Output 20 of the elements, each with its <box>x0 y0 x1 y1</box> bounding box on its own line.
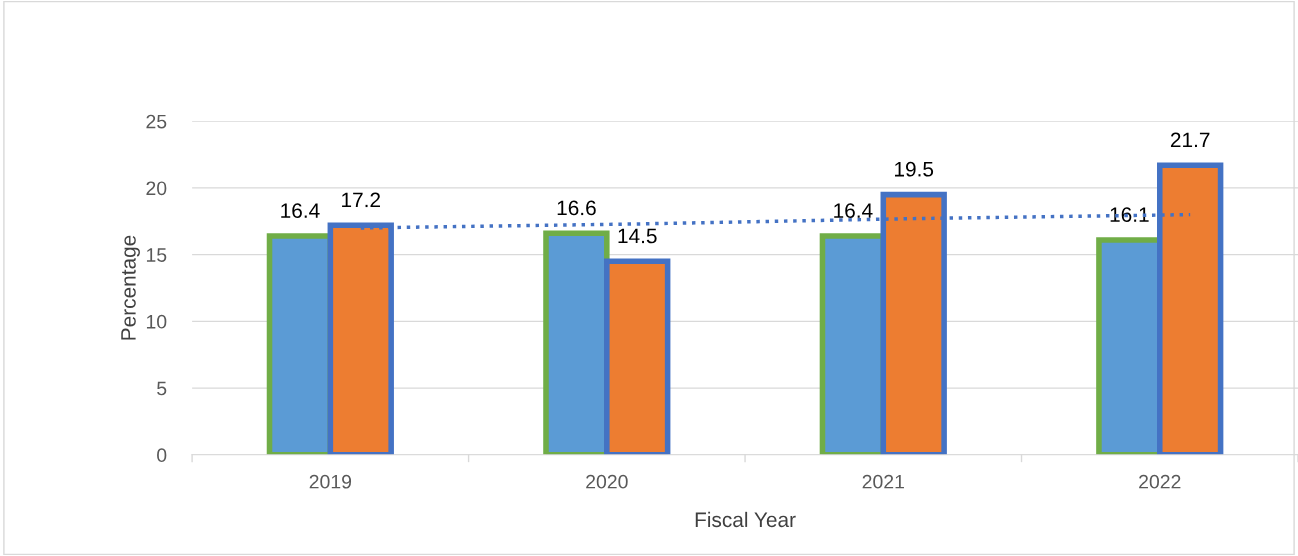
y-tick-label: 20 <box>146 181 167 196</box>
x-tick-label: 2019 <box>309 474 352 489</box>
y-axis-title: Percentage <box>121 235 140 340</box>
data-label: 16.6 <box>557 200 596 216</box>
x-tick-label: 2021 <box>862 474 904 489</box>
data-label: 16.4 <box>834 203 873 218</box>
x-tick-label: 2022 <box>1139 474 1181 489</box>
y-tick-label: 15 <box>146 248 167 262</box>
y-tick-label: 0 <box>157 448 167 463</box>
data-label: 16.4 <box>281 203 320 218</box>
x-tick-label: 2020 <box>586 474 628 489</box>
data-label: 14.5 <box>618 228 657 244</box>
data-label: 21.7 <box>1170 132 1210 148</box>
y-tick-label: 10 <box>146 314 167 329</box>
data-label: 16.1 <box>1110 207 1149 222</box>
data-label: 19.5 <box>895 161 934 177</box>
y-tick-label: 25 <box>146 114 167 129</box>
x-axis-title: Fiscal Year <box>695 511 796 528</box>
data-label: 17.2 <box>342 192 380 208</box>
y-tick-label: 5 <box>157 381 167 396</box>
